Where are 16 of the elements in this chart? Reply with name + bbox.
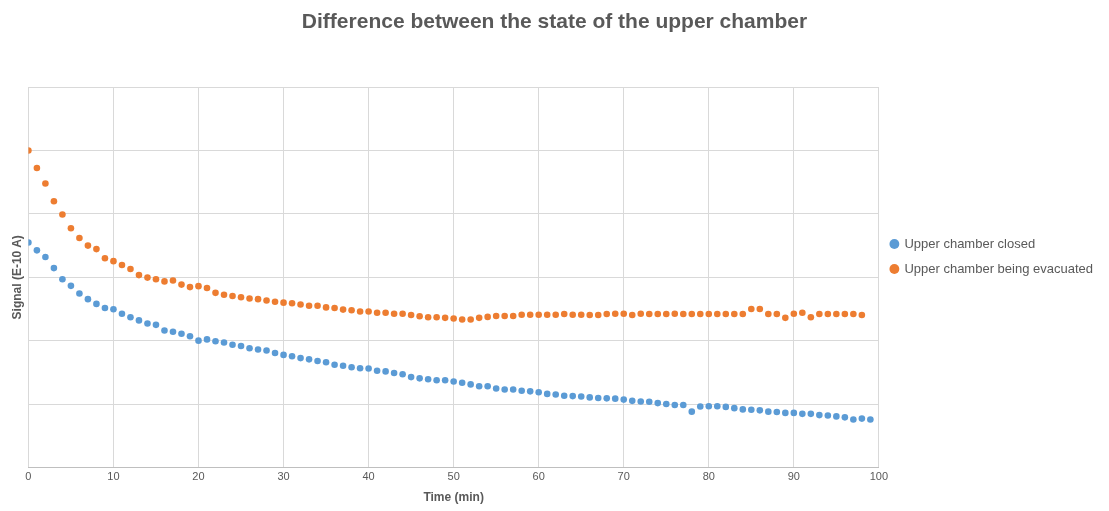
chart-title: Difference between the state of the upper chamber [301, 9, 808, 33]
x-tick-label: 80 [702, 470, 715, 483]
x-tick-label: 90 [787, 470, 800, 483]
x-tick-label: 30 [277, 470, 290, 483]
y-axis-title: Signal (E-10 A) [9, 235, 24, 320]
x-tick-label: 20 [192, 470, 205, 483]
x-tick-label: 10 [107, 470, 120, 483]
x-tick-label: 70 [617, 470, 630, 483]
legend-label: Upper chamber being evacuated [904, 260, 1093, 276]
legend-label: Upper chamber closed [904, 235, 1036, 251]
x-tick-label: 60 [532, 470, 545, 483]
x-tick-label: 100 [869, 470, 889, 483]
x-axis-title: Time (min) [423, 490, 484, 505]
x-tick-label: 40 [362, 470, 375, 483]
x-tick-label: 50 [447, 470, 460, 483]
x-tick-label: 0 [25, 470, 32, 483]
